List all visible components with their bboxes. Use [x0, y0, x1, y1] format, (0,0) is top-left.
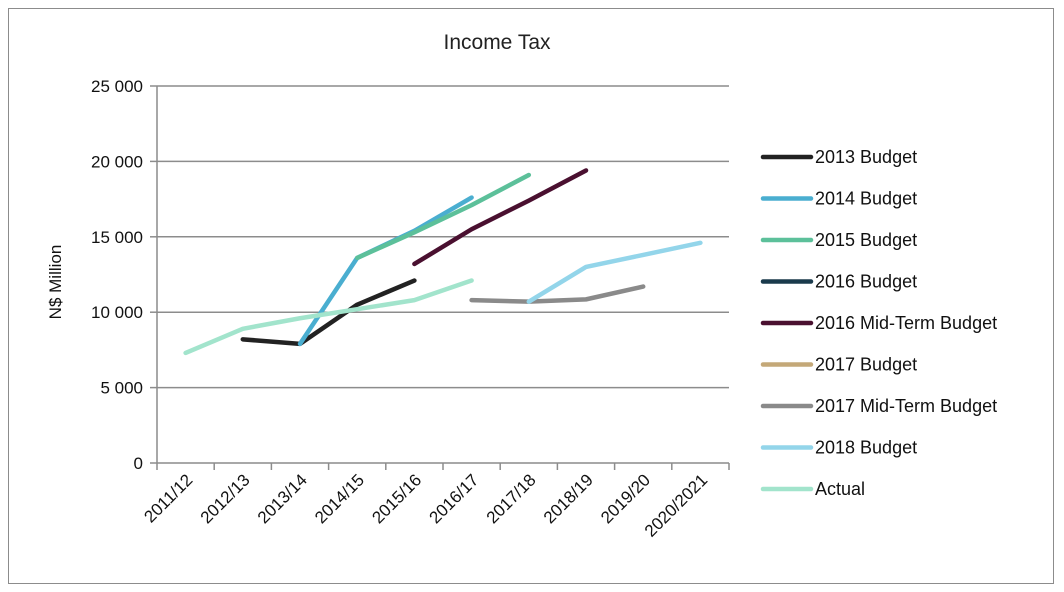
- y-tick-label: 5 000: [100, 379, 143, 398]
- series-lines: [183, 168, 703, 356]
- series-line: [183, 278, 474, 356]
- legend-label: 2013 Budget: [815, 147, 917, 167]
- series-line: [526, 240, 703, 304]
- legend-label: 2017 Budget: [815, 355, 917, 375]
- legend: 2013 Budget 2014 Budget 2015 Budget 2016 Bu…: [760, 147, 997, 499]
- x-tick-label: 2014/15: [311, 470, 368, 527]
- y-tick-label: 20 000: [91, 152, 143, 171]
- income-tax-chart: Income Tax N$ Million 0 5 000 10 000 15 000…: [46, 31, 997, 541]
- x-tick-label: 2017/18: [483, 470, 540, 527]
- legend-label: 2014 Budget: [815, 189, 917, 209]
- y-tick-label: 15 000: [91, 228, 143, 247]
- series-line: [412, 168, 589, 267]
- legend-label: 2018 Budget: [815, 438, 917, 458]
- legend-label: 2017 Mid-Term Budget: [815, 396, 997, 416]
- chart-frame: Income Tax N$ Million 0 5 000 10 000 15 000…: [8, 8, 1054, 584]
- legend-label: 2016 Mid-Term Budget: [815, 313, 997, 333]
- y-tick-label: 25 000: [91, 77, 143, 96]
- series-line: [354, 172, 532, 261]
- x-tick-label: 2013/14: [254, 470, 311, 527]
- y-tick-label: 10 000: [91, 303, 143, 322]
- legend-label: 2015 Budget: [815, 230, 917, 250]
- x-tick-label: 2019/20: [597, 470, 654, 527]
- gridlines: [157, 85, 729, 389]
- series-line: [469, 284, 646, 304]
- x-tick-label: 2012/13: [197, 470, 254, 527]
- chart-title: Income Tax: [444, 31, 551, 54]
- x-tick-label: 2015/16: [368, 470, 425, 527]
- y-axis-label: N$ Million: [46, 245, 65, 320]
- y-tick-label: 0: [134, 454, 143, 473]
- legend-label: Actual: [815, 479, 865, 499]
- legend-label: 2016 Budget: [815, 272, 917, 292]
- x-tick-label: 2018/19: [540, 470, 597, 527]
- series-line: [240, 278, 417, 347]
- x-tick-label: 2016/17: [426, 470, 483, 527]
- x-tick-label: 2020/2021: [641, 470, 711, 540]
- x-tick-label: 2011/12: [140, 470, 196, 526]
